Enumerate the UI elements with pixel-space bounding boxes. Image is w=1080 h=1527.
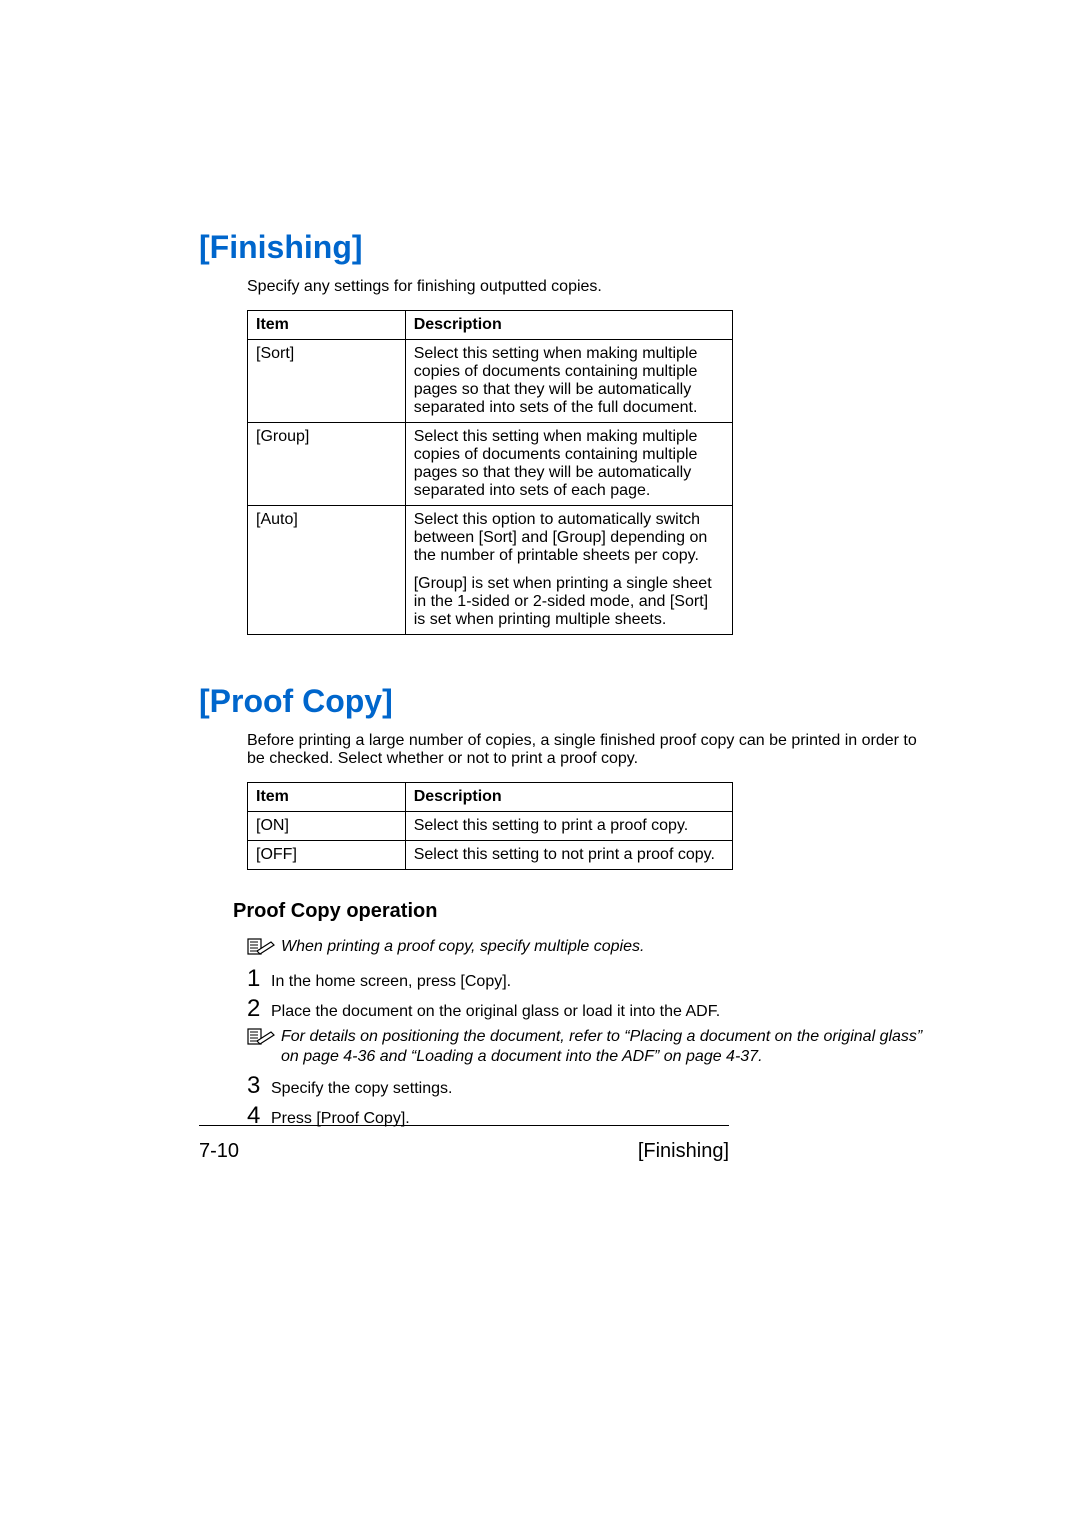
note-text: For details on positioning the document,… [281,1027,929,1069]
step-text: Place the document on the original glass… [271,1002,929,1023]
page-number: 7-10 [199,1140,239,1163]
step-number: 1 [247,967,271,991]
step-row: 2 Place the document on the original gla… [247,997,929,1023]
step-text: In the home screen, press [Copy]. [271,972,929,993]
note-icon [247,1028,281,1051]
table-cell-item: [Auto] [248,506,406,635]
table-cell-desc: Select this setting to print a proof cop… [405,812,732,841]
step-number: 3 [247,1074,271,1098]
step-number: 2 [247,997,271,1021]
table-header-item: Item [248,311,406,340]
table-cell-item: [ON] [248,812,406,841]
note-row: When printing a proof copy, specify mult… [247,937,929,961]
finishing-heading: [Finishing] [199,229,929,266]
finishing-intro: Specify any settings for finishing outpu… [247,278,929,296]
note-row: For details on positioning the document,… [247,1027,929,1069]
step-text: Press [Proof Copy]. [271,1109,929,1130]
proofcopy-heading: [Proof Copy] [199,683,929,720]
table-cell-item: [OFF] [248,841,406,870]
table-cell-desc: Select this setting when making multiple… [405,340,732,423]
note-icon [247,938,281,961]
finishing-table: Item Description [Sort] Select this sett… [247,310,733,635]
step-row: 3 Specify the copy settings. [247,1074,929,1100]
table-header-desc: Description [405,783,732,812]
table-cell-desc-p1: Select this option to automatically swit… [414,511,724,565]
table-cell-item: [Group] [248,423,406,506]
proofcopy-table: Item Description [ON] Select this settin… [247,782,733,870]
proofcopy-intro: Before printing a large number of copies… [247,732,929,768]
table-cell-desc-p2: [Group] is set when printing a single sh… [414,575,724,629]
footer-divider [199,1125,729,1126]
table-cell-desc: Select this setting when making multiple… [405,423,732,506]
step-text: Specify the copy settings. [271,1079,929,1100]
note-text: When printing a proof copy, specify mult… [281,937,929,958]
table-header-item: Item [248,783,406,812]
step-row: 1 In the home screen, press [Copy]. [247,967,929,993]
table-cell-desc: Select this setting to not print a proof… [405,841,732,870]
footer-section: [Finishing] [638,1140,729,1163]
proofcopy-operation-heading: Proof Copy operation [233,900,929,923]
footer: 7-10 [Finishing] [199,1140,729,1163]
table-cell-item: [Sort] [248,340,406,423]
table-header-desc: Description [405,311,732,340]
table-cell-desc: Select this option to automatically swit… [405,506,732,635]
